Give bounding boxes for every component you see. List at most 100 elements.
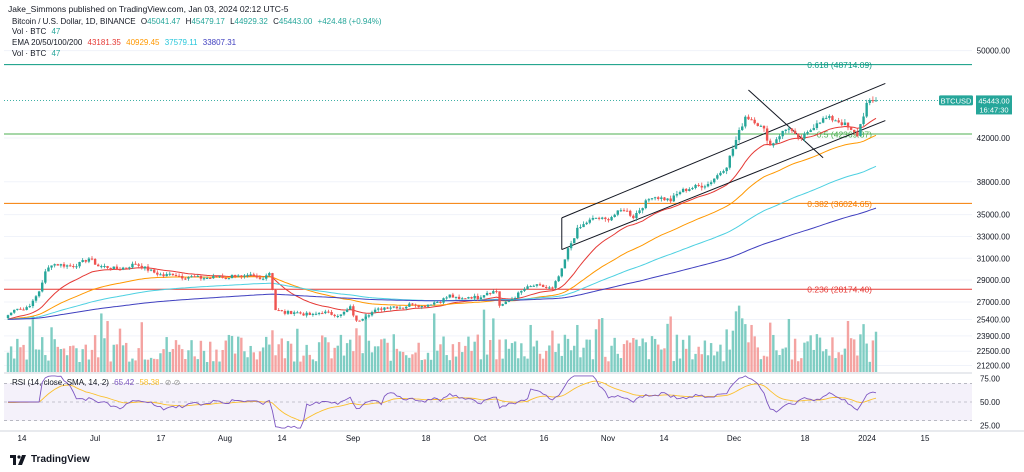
candle-body: [535, 284, 539, 286]
candle-body: [442, 298, 445, 303]
candle-body: [840, 122, 843, 126]
rsi-line: [8, 375, 877, 429]
candle-body: [249, 274, 252, 276]
candle-body: [420, 305, 423, 308]
candle-body: [383, 307, 386, 310]
volume-bar: [50, 327, 53, 372]
candle-body: [128, 267, 131, 269]
volume-bar: [137, 348, 140, 372]
time-tick-label: Nov: [601, 434, 615, 443]
time-tick-label: Jul: [90, 434, 100, 443]
candle-body: [871, 100, 875, 102]
volume-bar: [846, 320, 850, 372]
candle-body: [237, 275, 240, 277]
candle-body: [616, 210, 619, 215]
legend-vol-label: Vol · BTC: [12, 27, 47, 36]
rsi-tick-label: 50.00: [980, 398, 1001, 407]
legend-c-label: C: [273, 17, 279, 26]
legend-h: 45479.17: [191, 17, 225, 26]
candle-body: [380, 308, 383, 310]
volume-bar: [112, 344, 115, 372]
candle-body: [610, 217, 613, 221]
candle-body: [246, 274, 249, 276]
candle-body: [510, 299, 514, 301]
volume-bar: [579, 357, 582, 372]
candle-body: [361, 318, 364, 321]
candle-body: [171, 273, 175, 276]
candle-body: [479, 297, 483, 300]
volume-bar: [625, 340, 629, 372]
candles: [6, 96, 878, 323]
legend-volume: Vol · BTC 47: [12, 27, 63, 37]
candle-body: [59, 264, 63, 266]
volume-bar: [72, 345, 75, 372]
volume-bar: [156, 359, 159, 372]
candle-body: [660, 197, 663, 199]
volume-bar: [401, 351, 405, 372]
volume-bars: [6, 305, 878, 372]
legend-change: +424.48 (+0.94%): [317, 17, 382, 26]
legend-symbol: Bitcoin / U.S. Dollar, 1D, BINANCE: [12, 17, 136, 26]
candle-body: [650, 198, 654, 200]
volume-bar: [380, 339, 383, 372]
time-tick-label: Dec: [727, 434, 741, 443]
candle-body: [299, 312, 302, 314]
candle-body: [196, 275, 199, 277]
candle-body: [666, 198, 669, 201]
candle-body: [177, 275, 181, 277]
volume-bar: [302, 355, 305, 372]
volume-bar: [803, 342, 806, 372]
candle-body: [149, 269, 153, 271]
volume-bar: [34, 349, 38, 372]
volume-bar: [383, 338, 386, 372]
volume-bar: [697, 346, 700, 372]
price-tick-label: 22500.00: [977, 347, 1011, 356]
candle-body: [538, 284, 542, 286]
channel-line: [561, 82, 886, 219]
volume-bar: [6, 352, 10, 372]
candle-body: [787, 128, 791, 130]
volume-bar: [398, 351, 402, 372]
price-tick-label: 42000.00: [977, 134, 1011, 143]
volume-bar: [644, 342, 647, 372]
volume-bar: [464, 345, 467, 372]
candle-body: [849, 127, 853, 130]
volume-bar: [209, 341, 212, 372]
volume-bar: [25, 359, 28, 372]
candle-body: [283, 311, 287, 314]
volume-bar: [97, 357, 100, 372]
volume-bar: [330, 358, 333, 372]
legend-ema200: 33807.31: [202, 38, 237, 47]
price-tick-label: 35000.00: [977, 211, 1011, 220]
volume-bar: [529, 324, 532, 372]
volume-bar: [106, 321, 109, 372]
volume-bar: [666, 323, 669, 372]
candle-body: [579, 227, 582, 229]
volume-bar: [442, 336, 445, 372]
candle-body: [862, 116, 865, 125]
candle-body: [467, 297, 470, 299]
volume-bar: [436, 350, 439, 372]
candle-body: [389, 307, 392, 309]
volume-bar: [501, 358, 504, 372]
volume-bar: [784, 347, 787, 372]
volume-bar: [737, 305, 741, 372]
candle-body: [828, 116, 831, 118]
candle-body: [115, 266, 119, 270]
candle-body: [62, 264, 66, 267]
candle-body: [495, 291, 498, 293]
volume-bar: [93, 335, 97, 372]
volume-bar: [694, 353, 697, 372]
candle-body: [22, 309, 25, 311]
volume-bar: [513, 341, 517, 372]
volume-bar: [146, 359, 150, 372]
volume-bar: [793, 338, 797, 372]
tradingview-footer[interactable]: TradingView: [10, 454, 90, 465]
volume-bar: [825, 349, 828, 372]
candle-body: [349, 306, 352, 310]
price-tag-countdown: 16:47:30: [979, 105, 1008, 114]
volume-bar: [834, 358, 837, 372]
volume-bar: [629, 342, 632, 372]
volume-bar: [13, 358, 16, 372]
